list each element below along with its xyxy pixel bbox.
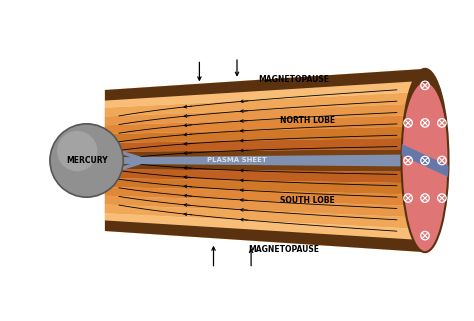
- Polygon shape: [105, 92, 425, 117]
- Polygon shape: [105, 204, 425, 229]
- Text: SOUTH LOBE: SOUTH LOBE: [280, 196, 335, 205]
- Polygon shape: [105, 80, 425, 108]
- Polygon shape: [105, 169, 425, 183]
- Polygon shape: [105, 221, 425, 252]
- Polygon shape: [105, 103, 425, 125]
- Text: MAGNETOPAUSE: MAGNETOPAUSE: [258, 75, 329, 84]
- Bar: [397, 144, 453, 177]
- Circle shape: [50, 124, 123, 197]
- Text: NORTH LOBE: NORTH LOBE: [280, 116, 335, 125]
- Polygon shape: [105, 138, 425, 152]
- Polygon shape: [105, 178, 425, 195]
- Text: MAGNETOPAUSE: MAGNETOPAUSE: [248, 245, 319, 254]
- Polygon shape: [105, 222, 425, 252]
- Polygon shape: [109, 154, 425, 167]
- Text: PLASMA SHEET: PLASMA SHEET: [207, 157, 267, 162]
- Text: MERCURY: MERCURY: [66, 156, 108, 165]
- Polygon shape: [105, 115, 425, 134]
- Polygon shape: [401, 69, 448, 160]
- Polygon shape: [105, 149, 425, 160]
- Ellipse shape: [401, 69, 448, 252]
- Polygon shape: [105, 69, 425, 99]
- Polygon shape: [105, 126, 425, 143]
- Polygon shape: [105, 187, 425, 206]
- Polygon shape: [105, 160, 425, 172]
- Polygon shape: [105, 213, 425, 241]
- Polygon shape: [105, 69, 425, 100]
- Circle shape: [57, 131, 97, 171]
- Polygon shape: [105, 196, 425, 218]
